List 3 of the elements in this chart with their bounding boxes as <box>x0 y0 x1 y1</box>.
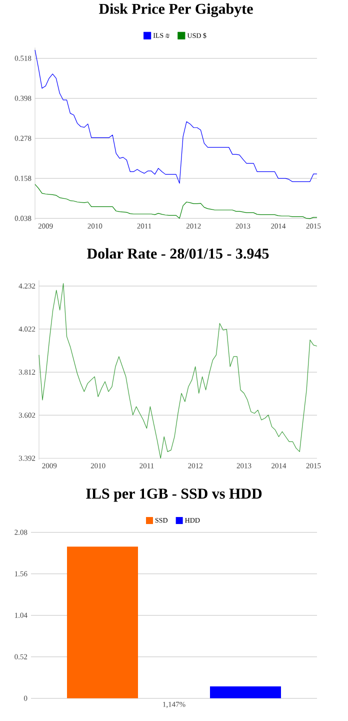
chart-title: ILS per 1GB - SSD vs HDD <box>86 488 262 502</box>
chart-title: Disk Price Per Gigabyte <box>98 3 253 18</box>
chart-title: Dolar Rate - 28/01/15 - 3.945 <box>87 248 269 259</box>
